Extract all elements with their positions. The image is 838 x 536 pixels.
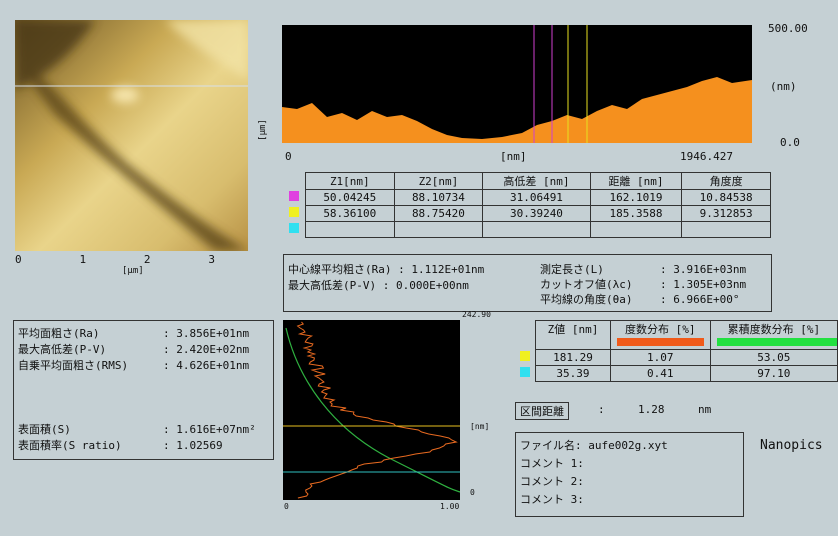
brand: Nanopics (760, 438, 823, 453)
stat: 自乗平均面粗さ(RMS): 4.626E+01nm (18, 357, 249, 373)
line-table: Z1[nm] Z2[nm] 高低差 [nm] 距離 [nm] 角度度 50.04… (283, 172, 771, 238)
stat: 最大高低差(P-V): 2.420E+02nm (18, 341, 249, 357)
stat-value: : 6.966E+00° (660, 293, 739, 306)
stat: 表面積率(S ratio): 1.02569 (18, 437, 223, 453)
cell: 35.39 (536, 366, 611, 382)
file-box: ファイル名: aufe002g.xyt コメント 1: コメント 2: コメント… (515, 432, 744, 517)
header: Z1[nm] (306, 173, 395, 190)
stat-label: 中心線平均粗さ(Ra) (288, 263, 392, 276)
comment: コメント 1: (520, 455, 584, 471)
stat-label: 最大高低差(P-V) (18, 341, 163, 357)
header-text: 累積度数分布 [%] (728, 323, 821, 336)
stat-label: 表面積率(S ratio) (18, 437, 163, 453)
hist-y-max: 242.90 (462, 310, 491, 319)
hist-table: Z値 [nm] 度数分布 [%] 累積度数分布 [%] 181.29 1.07 … (515, 320, 838, 382)
cell: 50.04245 (306, 190, 395, 206)
image-x-ticks: 0 1 2 3 (15, 253, 215, 266)
stat: 中心線平均粗さ(Ra) : 1.112E+01nm (288, 261, 484, 277)
stat-label: 平均面粗さ(Ra) (18, 325, 163, 341)
image-y-unit: [µm] (258, 119, 268, 141)
tick: 0 (15, 253, 22, 266)
hist-y-min: 0 (470, 488, 475, 497)
profile-x-unit: [nm] (500, 150, 527, 163)
stat-label: 測定長さ(L) (540, 261, 660, 277)
file-name: ファイル名: aufe002g.xyt (520, 437, 668, 453)
surface-stats: 平均面粗さ(Ra): 3.856E+01nm 最大高低差(P-V): 2.420… (13, 320, 274, 460)
cell: 1.07 (610, 350, 710, 366)
stat-value: : 3.916E+03nm (660, 263, 746, 276)
header: 角度度 (682, 173, 771, 190)
image-x-unit: [µm] (122, 266, 144, 276)
profile-chart (282, 25, 752, 143)
header: Z2[nm] (394, 173, 483, 190)
tick: 2 (144, 253, 151, 266)
header: 累積度数分布 [%] (710, 321, 837, 350)
stat: 平均線の角度(θa): 6.966E+00° (540, 291, 739, 307)
cell: 185.3588 (590, 206, 682, 222)
stat-label: カットオフ値(λc) (540, 276, 660, 292)
stat-value: : 1.02569 (163, 439, 223, 452)
cell: 31.06491 (483, 190, 590, 206)
stat-value: : 0.000E+00nm (383, 279, 469, 292)
profile-x-min: 0 (285, 150, 292, 163)
stat: 平均面粗さ(Ra): 3.856E+01nm (18, 325, 249, 341)
cell: 58.36100 (306, 206, 395, 222)
tick: 3 (208, 253, 215, 266)
profile-y-max: 500.00 (768, 22, 808, 35)
stat: 測定長さ(L): 3.916E+03nm (540, 261, 746, 277)
line-stats: 中心線平均粗さ(Ra) : 1.112E+01nm 最大高低差(P-V) : 0… (283, 254, 772, 312)
screen: 0 1 2 3 [µm] [µm] 500.00 (nm) 0.0 0 [nm]… (0, 0, 838, 536)
stat-value: : 3.856E+01nm (163, 327, 249, 340)
stat-value: : 1.616E+07nm² (163, 423, 256, 436)
cell: 0.41 (610, 366, 710, 382)
stat: 最大高低差(P-V) : 0.000E+00nm (288, 277, 469, 293)
stat-value: : 1.305E+03nm (660, 278, 746, 291)
cell: 97.10 (710, 366, 837, 382)
cell: 53.05 (710, 350, 837, 366)
cell: 162.1019 (590, 190, 682, 206)
stat-label: 平均線の角度(θa) (540, 291, 660, 307)
hist-y-unit: [nm] (470, 422, 489, 431)
header-text: 度数分布 [%] (625, 323, 696, 336)
interval-sep: : (598, 403, 605, 416)
header: 距離 [nm] (590, 173, 682, 190)
interval-unit: nm (698, 403, 711, 416)
stat-value: : 2.420E+02nm (163, 343, 249, 356)
header: Z値 [nm] (536, 321, 611, 350)
stat-label: 最大高低差(P-V) (288, 279, 376, 292)
hist-x-min: 0 (284, 502, 289, 511)
profile-x-max: 1946.427 (680, 150, 733, 163)
stat-value: : 4.626E+01nm (163, 359, 249, 372)
afm-image (15, 20, 248, 251)
tick: 1 (79, 253, 86, 266)
hist-x-max: 1.00 (440, 502, 459, 511)
comment: コメント 2: (520, 473, 584, 489)
stat: カットオフ値(λc): 1.305E+03nm (540, 276, 746, 292)
header: 度数分布 [%] (610, 321, 710, 350)
stat-label: 自乗平均面粗さ(RMS) (18, 357, 163, 373)
cell: 181.29 (536, 350, 611, 366)
profile-y-min: 0.0 (780, 136, 800, 149)
cell: 10.84538 (682, 190, 771, 206)
stat: 表面積(S): 1.616E+07nm² (18, 421, 256, 437)
cell: 88.75420 (394, 206, 483, 222)
comment: コメント 3: (520, 491, 584, 507)
cell: 9.312853 (682, 206, 771, 222)
interval-value: 1.28 (638, 403, 665, 416)
interval-label: 区間距離 (515, 402, 569, 420)
histogram-chart (283, 320, 460, 500)
profile-y-unit: (nm) (770, 80, 797, 93)
stat-value: : 1.112E+01nm (398, 263, 484, 276)
stat-label: 表面積(S) (18, 421, 163, 437)
cell: 30.39240 (483, 206, 590, 222)
cell: 88.10734 (394, 190, 483, 206)
header: 高低差 [nm] (483, 173, 590, 190)
